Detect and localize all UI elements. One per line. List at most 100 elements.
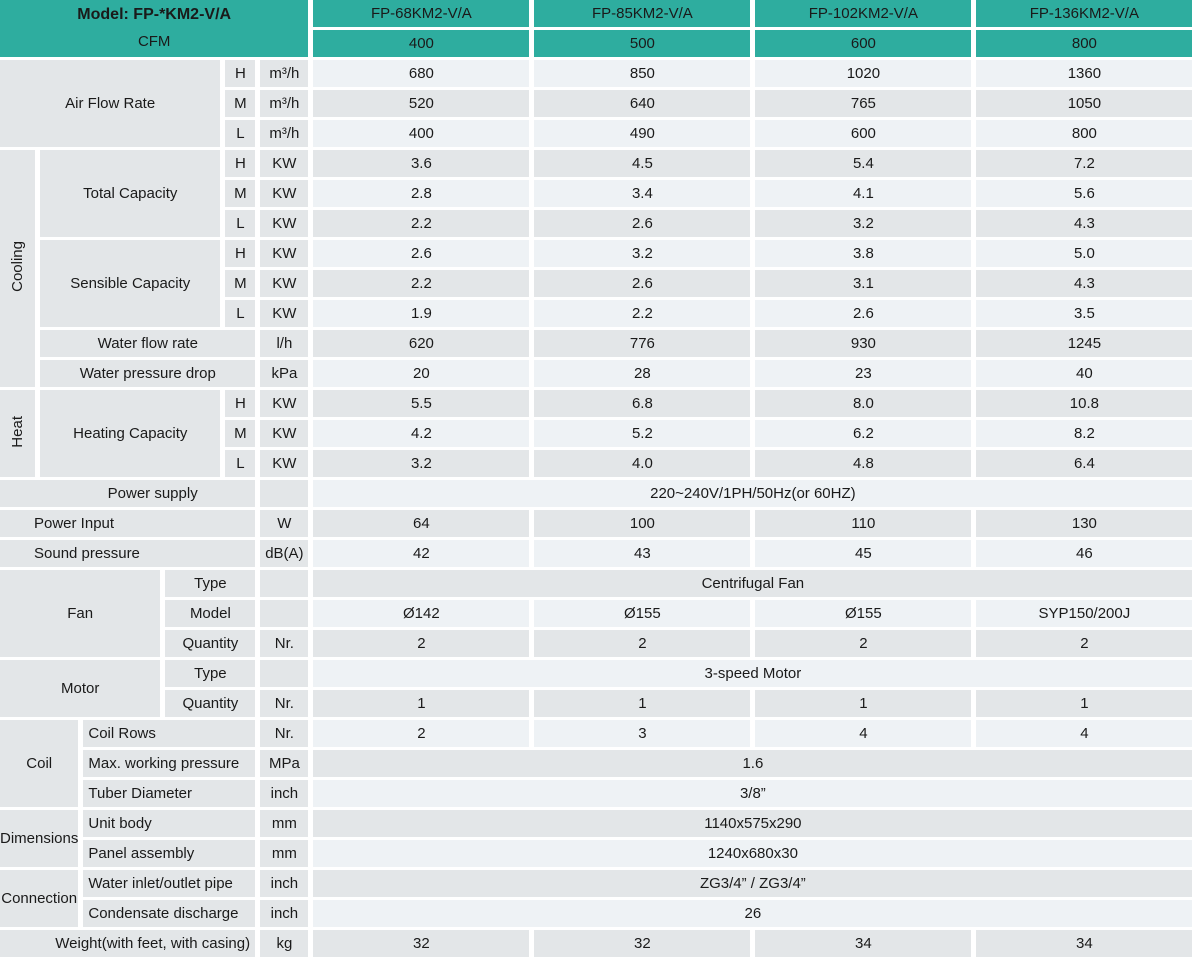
value-cell: 3.2 — [313, 450, 530, 477]
table-row: Coil Coil Rows Nr. 2 3 4 4 — [0, 720, 1193, 807]
unit-label: KW — [260, 300, 309, 327]
value-cell: 23 — [755, 360, 972, 387]
value-cell: 3.2 — [534, 240, 751, 267]
fan-group-label: Fan — [0, 570, 161, 657]
speed-label: M — [225, 270, 256, 297]
unit-label — [260, 600, 309, 627]
table-row: Air Flow Rate H m³/h 680 850 1020 1360 — [0, 60, 1193, 147]
value-cell: 1360 — [976, 60, 1193, 87]
dimensions-group-label: Dimensions — [0, 810, 79, 867]
value-cell: 520 — [313, 90, 530, 117]
water-flow-rate-label: Water flow rate — [40, 330, 256, 357]
value-cell: 4.3 — [976, 210, 1193, 237]
speed-label: L — [225, 120, 256, 147]
unit-label: m³/h — [260, 60, 309, 87]
value-cell: 5.0 — [976, 240, 1193, 267]
panel-assembly-label: Panel assembly — [83, 840, 256, 867]
column-header: FP-68KM2-V/A — [313, 0, 530, 27]
table-row: Weight(with feet, with casing) kg 32 32 … — [0, 930, 1193, 957]
value-cell: 2 — [976, 630, 1193, 657]
table-row: Quantity Nr. 1 1 1 1 — [0, 690, 1193, 717]
unit-label: KW — [260, 450, 309, 477]
value-cell: 2 — [755, 630, 972, 657]
value-cell: 600 — [755, 120, 972, 147]
coil-rows-label: Coil Rows — [83, 720, 256, 747]
value-cell: 2.2 — [313, 270, 530, 297]
value-cell: 2.6 — [534, 210, 751, 237]
total-capacity-label: Total Capacity — [40, 150, 221, 237]
value-cell: 4.0 — [534, 450, 751, 477]
value-cell: 4.1 — [755, 180, 972, 207]
unit-label: KW — [260, 180, 309, 207]
value-cell: 34 — [976, 930, 1193, 957]
motor-type-value: 3-speed Motor — [313, 660, 1193, 687]
water-inlet-outlet-value: ZG3/4” / ZG3/4” — [313, 870, 1193, 897]
value-cell: 2.2 — [534, 300, 751, 327]
unit-label — [260, 660, 309, 687]
value-cell: 2 — [313, 720, 530, 747]
panel-assembly-value: 1240x680x30 — [313, 840, 1193, 867]
cfm-value: 500 — [534, 30, 751, 57]
heating-capacity-label: Heating Capacity — [40, 390, 221, 477]
fan-quantity-label: Quantity — [165, 630, 256, 657]
value-cell: 3.5 — [976, 300, 1193, 327]
table-row: Connection Water inlet/outlet pipe inch … — [0, 870, 1193, 927]
value-cell: 1 — [313, 690, 530, 717]
motor-quantity-label: Quantity — [165, 690, 256, 717]
table-row: Water flow rate l/h 620 776 930 1245 — [0, 330, 1193, 357]
unit-body-value: 1140x575x290 — [313, 810, 1193, 837]
unit-label — [260, 570, 309, 597]
value-cell: 46 — [976, 540, 1193, 567]
sound-pressure-label: Sound pressure — [0, 540, 256, 567]
value-cell: 6.4 — [976, 450, 1193, 477]
value-cell: 2 — [313, 630, 530, 657]
unit-label: kPa — [260, 360, 309, 387]
value-cell: 6.8 — [534, 390, 751, 417]
power-input-label: Power Input — [0, 510, 256, 537]
sensible-capacity-label: Sensible Capacity — [40, 240, 221, 327]
value-cell: SYP150/200J — [976, 600, 1193, 627]
motor-type-label: Type — [165, 660, 256, 687]
unit-label: Nr. — [260, 720, 309, 747]
table-row: Power supply 220~240V/1PH/50Hz(or 60HZ) — [0, 480, 1193, 507]
value-cell: 1245 — [976, 330, 1193, 357]
value-cell: 620 — [313, 330, 530, 357]
tube-diameter-label: Tuber Diameter — [83, 780, 256, 807]
unit-label: KW — [260, 420, 309, 447]
value-cell: 8.0 — [755, 390, 972, 417]
cooling-group-label: Cooling — [0, 150, 36, 387]
unit-label: KW — [260, 270, 309, 297]
heat-group-label: Heat — [0, 390, 36, 477]
value-cell: 490 — [534, 120, 751, 147]
value-cell: 40 — [976, 360, 1193, 387]
power-supply-label: Power supply — [0, 480, 256, 507]
speed-label: H — [225, 150, 256, 177]
cfm-value: 400 — [313, 30, 530, 57]
table-row: Max. working pressure MPa 1.6 — [0, 750, 1193, 777]
max-working-pressure-label: Max. working pressure — [83, 750, 256, 777]
speed-label: M — [225, 180, 256, 207]
value-cell: 3 — [534, 720, 751, 747]
weight-label: Weight(with feet, with casing) — [0, 930, 256, 957]
power-supply-value: 220~240V/1PH/50Hz(or 60HZ) — [313, 480, 1193, 507]
value-cell: 3.1 — [755, 270, 972, 297]
model-label: Model: FP-*KM2-V/A — [77, 6, 232, 23]
unit-label: KW — [260, 210, 309, 237]
unit-label: inch — [260, 870, 309, 897]
connection-group-label: Connection — [0, 870, 79, 927]
value-cell: 1 — [534, 690, 751, 717]
value-cell: 5.6 — [976, 180, 1193, 207]
value-cell: 400 — [313, 120, 530, 147]
unit-label: dB(A) — [260, 540, 309, 567]
value-cell: 4 — [755, 720, 972, 747]
speed-label: L — [225, 450, 256, 477]
table-row: M m³/h 520 640 765 1050 — [0, 90, 1193, 117]
table-row: L KW 2.2 2.6 3.2 4.3 — [0, 210, 1193, 237]
value-cell: 2 — [534, 630, 751, 657]
value-cell: 130 — [976, 510, 1193, 537]
value-cell: 2.2 — [313, 210, 530, 237]
value-cell: 28 — [534, 360, 751, 387]
unit-label: inch — [260, 780, 309, 807]
condensate-discharge-label: Condensate discharge — [83, 900, 256, 927]
value-cell: 5.2 — [534, 420, 751, 447]
